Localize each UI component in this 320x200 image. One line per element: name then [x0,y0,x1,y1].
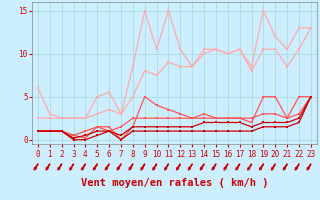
X-axis label: Vent moyen/en rafales ( km/h ): Vent moyen/en rafales ( km/h ) [81,178,268,188]
